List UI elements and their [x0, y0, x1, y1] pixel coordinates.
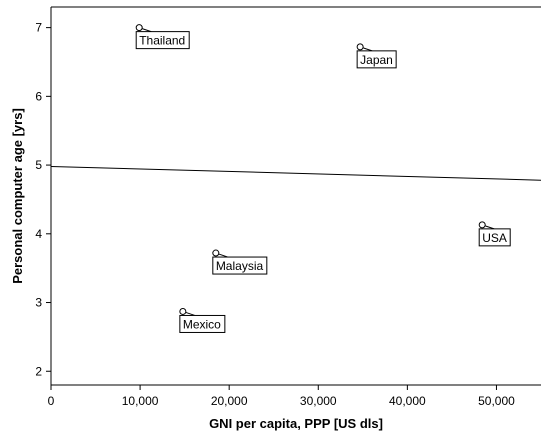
data-point — [179, 307, 187, 315]
data-point — [478, 221, 486, 229]
point-label: Malaysia — [216, 259, 264, 273]
point-label: Japan — [360, 53, 393, 67]
point-label-box — [478, 228, 511, 247]
x-axis-title: GNI per capita, PPP [US dls] — [209, 416, 383, 431]
point-label: Thailand — [139, 34, 185, 48]
point-label-box — [212, 256, 268, 275]
data-point — [135, 24, 143, 32]
x-tick-label: 50,000 — [478, 394, 515, 408]
x-tick-label: 10,000 — [122, 394, 159, 408]
x-tick-label: 20,000 — [211, 394, 248, 408]
point-labels-layer: Thailand Japan Malaysia Mexico USA — [135, 28, 511, 333]
data-point — [212, 249, 220, 257]
y-axis-title: Personal computer age [yrs] — [10, 108, 25, 284]
x-tick-label: 0 — [48, 394, 55, 408]
points-layer — [135, 24, 486, 315]
point-label: Mexico — [183, 317, 221, 331]
point-label-box — [356, 50, 397, 69]
x-axis-ticks: 0 10,000 20,000 30,000 40,000 50,000 — [48, 385, 515, 408]
y-tick-label: 7 — [35, 21, 42, 35]
data-point — [356, 43, 364, 51]
point-label-box — [179, 314, 226, 333]
fit-line-layer — [50, 165, 541, 181]
y-tick-label: 5 — [35, 158, 42, 172]
y-tick-label: 6 — [35, 89, 42, 103]
y-tick-label: 2 — [35, 364, 42, 378]
x-tick-label: 40,000 — [389, 394, 426, 408]
y-tick-label: 4 — [35, 227, 42, 241]
point-label: USA — [482, 231, 507, 245]
y-axis-ticks: 2 3 4 5 6 7 — [35, 21, 51, 378]
x-tick-label: 30,000 — [300, 394, 337, 408]
fit-line — [50, 165, 541, 181]
point-label-box — [135, 31, 190, 50]
y-tick-label: 3 — [35, 296, 42, 310]
plot-area: Thailand Japan Malaysia Mexico USA — [50, 24, 541, 333]
